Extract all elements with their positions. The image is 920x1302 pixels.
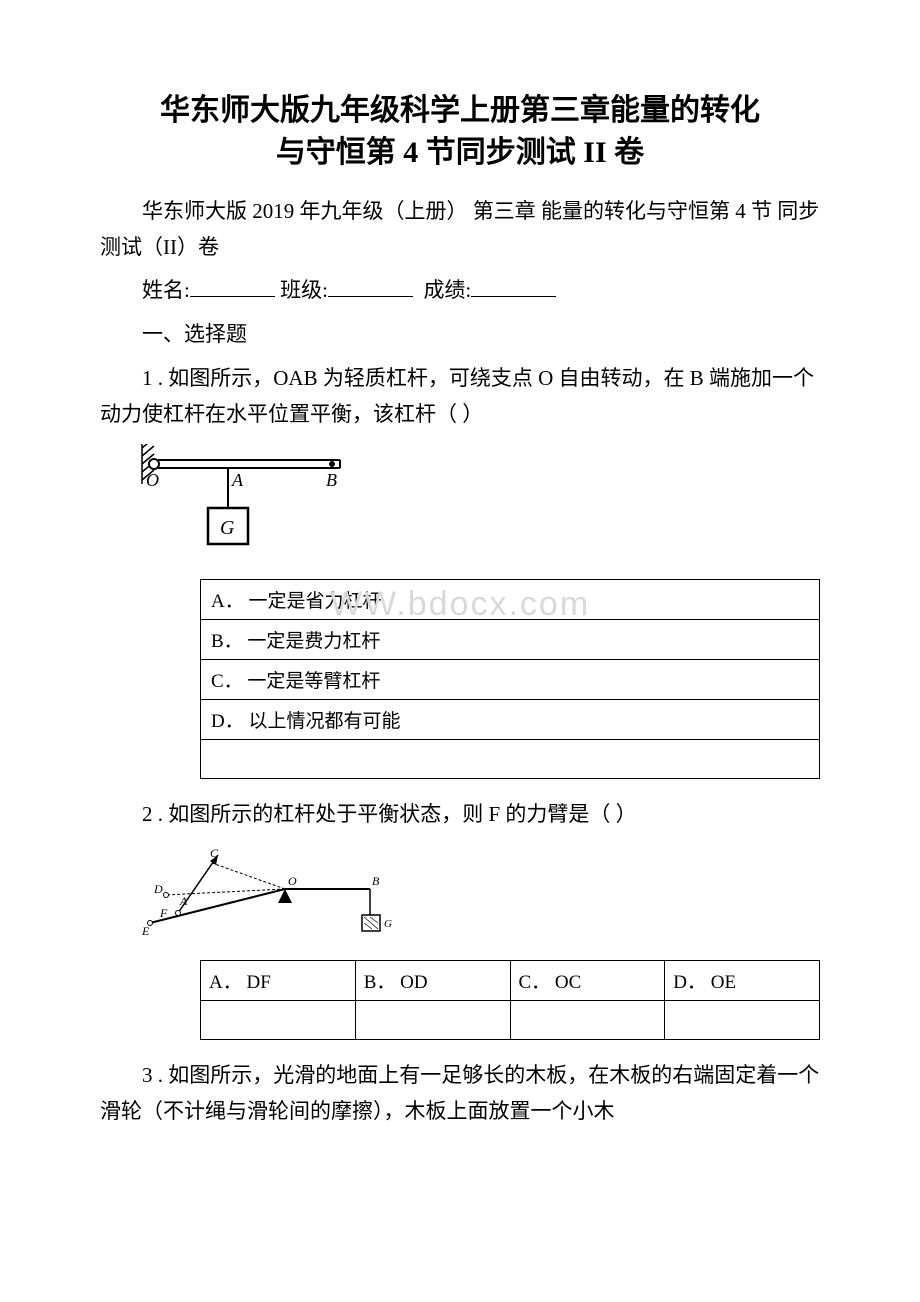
intro-paragraph: 华东师大版 2019 年九年级（上册） 第三章 能量的转化与守恒第 4 节 同步… — [100, 194, 820, 265]
q2-text: 2 . 如图所示的杠杆处于平衡状态，则 F 的力臂是（ ） — [100, 797, 820, 833]
score-label: 成绩: — [423, 278, 471, 302]
q3-text: 3 . 如图所示，光滑的地面上有一足够长的木板，在木板的右端固定着一个滑轮（不计… — [100, 1058, 820, 1129]
q2-label-C: C — [210, 846, 219, 860]
q2-figure: C D A F E O B G — [140, 845, 820, 950]
name-blank[interactable] — [190, 273, 275, 297]
section-heading-1: 一、选择题 — [100, 317, 820, 353]
q2-label-G: G — [384, 918, 392, 930]
q2-options-table: A． DF B． OD C． OC D． OE — [200, 960, 820, 1040]
q2-blank-3 — [510, 1000, 665, 1039]
q1-label-G: G — [220, 517, 235, 539]
doc-title: 华东师大版九年级科学上册第三章能量的转化 与守恒第 4 节同步测试 II 卷 — [100, 90, 820, 174]
q1-text: 1 . 如图所示，OAB 为轻质杠杆，可绕支点 O 自由转动，在 B 端施加一个… — [100, 361, 820, 432]
q2-blank-1 — [201, 1000, 356, 1039]
q2-label-E: E — [141, 924, 150, 938]
student-info-line: 姓名: 班级: 成绩: — [100, 273, 820, 309]
q2-blank-2 — [355, 1000, 510, 1039]
class-label: 班级: — [280, 278, 328, 302]
q2-svg: C D A F E O B G — [140, 845, 400, 945]
q2-label-O: O — [288, 874, 297, 888]
q1-svg: O A B G — [140, 444, 350, 564]
title-line2: 与守恒第 4 节同步测试 II 卷 — [276, 136, 644, 169]
q1-optC[interactable]: C． 一定是等臂杠杆 — [201, 660, 820, 700]
name-label: 姓名: — [142, 278, 190, 302]
q2-optC[interactable]: C． OC — [510, 960, 665, 1000]
q1-opt-blank — [201, 740, 820, 779]
q2-label-D: D — [153, 882, 163, 896]
q2-optA[interactable]: A． DF — [201, 960, 356, 1000]
q2-optD[interactable]: D． OE — [665, 960, 820, 1000]
q2-label-B: B — [372, 874, 380, 888]
q2-optB[interactable]: B． OD — [355, 960, 510, 1000]
q1-optD[interactable]: D． 以上情况都有可能 — [201, 700, 820, 740]
q1-options-table: A． 一定是省力杠杆 B． 一定是费力杠杆 C． 一定是等臂杠杆 D． 以上情况… — [200, 579, 820, 779]
q1-figure: O A B G — [140, 444, 820, 569]
q2-label-A: A — [179, 894, 188, 908]
class-blank[interactable] — [328, 273, 413, 297]
q1-label-A: A — [231, 470, 244, 490]
q2-label-F: F — [159, 906, 168, 920]
q1-optA[interactable]: A． 一定是省力杠杆 — [201, 580, 820, 620]
q2-blank-4 — [665, 1000, 820, 1039]
q1-optB[interactable]: B． 一定是费力杠杆 — [201, 620, 820, 660]
q1-label-O: O — [146, 470, 159, 490]
q1-label-B: B — [326, 470, 337, 490]
title-line1: 华东师大版九年级科学上册第三章能量的转化 — [160, 94, 760, 127]
score-blank[interactable] — [471, 273, 556, 297]
